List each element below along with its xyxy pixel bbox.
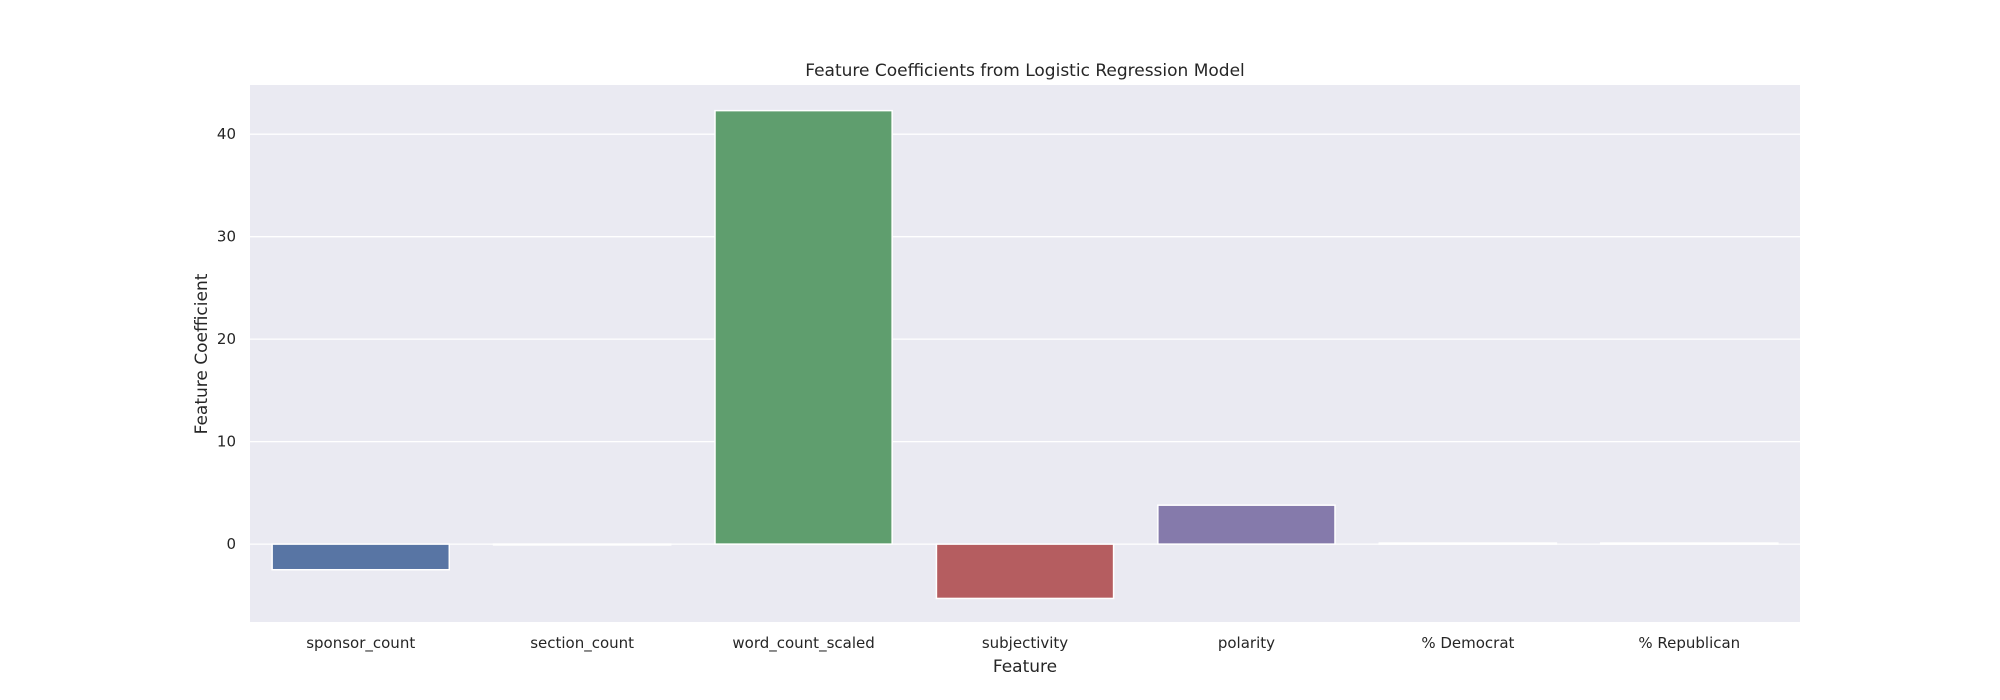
y-tick-label: 10 (217, 433, 236, 451)
bar-republican (1599, 542, 1779, 545)
y-tick-labels: 0 10 20 30 40 (217, 125, 236, 553)
y-tick-label: 30 (217, 228, 236, 246)
bars (271, 109, 1779, 600)
bar-democrat (1378, 542, 1558, 545)
bar-sponsor-count (271, 543, 451, 571)
x-tick-label: polarity (1218, 634, 1275, 652)
x-tick-labels: sponsor_count section_count word_count_sca… (306, 634, 1740, 653)
y-tick-label: 40 (217, 125, 236, 143)
x-tick-label: % Republican (1638, 634, 1740, 652)
x-tick-label: word_count_scaled (732, 634, 874, 653)
x-tick-label: subjectivity (982, 634, 1068, 652)
bar-word-count-scaled (714, 109, 893, 545)
x-tick-label: sponsor_count (306, 634, 415, 653)
x-tick-label: section_count (530, 634, 634, 653)
bar-subjectivity (935, 543, 1115, 600)
x-axis-label: Feature (993, 657, 1057, 677)
bar-section-count (492, 543, 672, 546)
x-tick-label: % Democrat (1421, 634, 1514, 652)
bar-polarity (1157, 504, 1336, 545)
chart-title: Feature Coefficients from Logistic Regre… (805, 61, 1245, 81)
y-tick-label: 20 (217, 330, 236, 348)
y-axis-label: Feature Coefficient (192, 273, 212, 434)
plot-background (250, 85, 1800, 622)
y-tick-label: 0 (226, 535, 236, 553)
